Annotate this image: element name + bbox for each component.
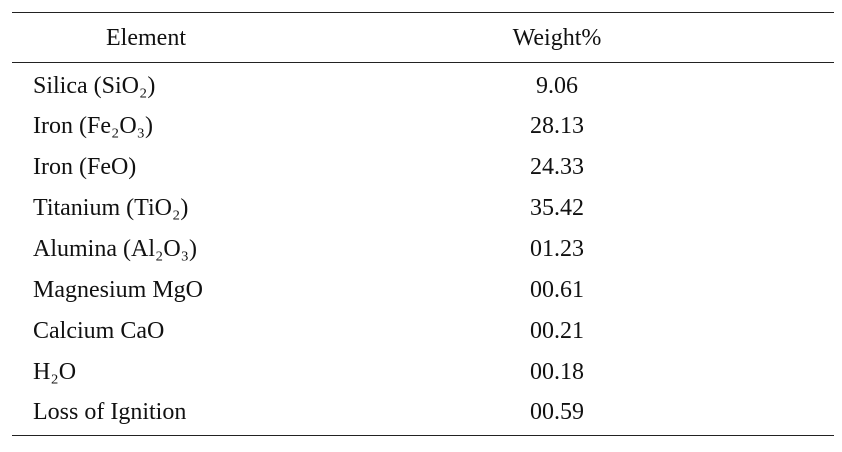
header-weight-percent: Weight% xyxy=(512,24,602,51)
weight-cell: 00.61 xyxy=(530,276,584,303)
composition-table-container: Element Weight% Silica (SiO₂) 9.06 Iron … xyxy=(12,12,834,436)
element-cell: Alumina (Al₂O₃) xyxy=(33,235,198,262)
element-cell: Iron (FeO) xyxy=(33,153,137,180)
table-row: Magnesium MgO 00.61 xyxy=(12,269,834,310)
table-row: Silica (SiO₂) 9.06 xyxy=(12,63,834,106)
weight-cell: 9.06 xyxy=(536,73,578,99)
table-row: Calcium CaO 00.21 xyxy=(12,310,834,351)
table-row: Alumina (Al₂O₃) 01.23 xyxy=(12,228,834,269)
weight-cell: 35.42 xyxy=(530,194,584,221)
weight-cell: 00.18 xyxy=(530,358,584,385)
table-row: Iron (FeO) 24.33 xyxy=(12,146,834,187)
header-element: Element xyxy=(106,24,186,51)
table-row: Loss of Ignition 00.59 xyxy=(12,392,834,436)
element-cell: Iron (Fe₂O₃) xyxy=(33,112,154,139)
element-cell: Loss of Ignition xyxy=(33,399,187,425)
table-row: Titanium (TiO₂) 35.42 xyxy=(12,187,834,228)
composition-table: Element Weight% Silica (SiO₂) 9.06 Iron … xyxy=(12,12,834,436)
element-cell: Magnesium MgO xyxy=(33,276,203,303)
element-cell: Titanium (TiO₂) xyxy=(33,194,189,221)
element-cell: H₂O xyxy=(33,358,77,385)
table-row: Iron (Fe₂O₃) 28.13 xyxy=(12,105,834,146)
weight-cell: 24.33 xyxy=(530,153,584,180)
element-cell: Silica (SiO₂) xyxy=(33,73,156,99)
table-header: Element Weight% xyxy=(12,12,834,63)
table-body: Silica (SiO₂) 9.06 Iron (Fe₂O₃) 28.13 Ir… xyxy=(12,63,834,436)
weight-cell: 00.21 xyxy=(530,317,584,344)
weight-cell: 01.23 xyxy=(530,235,584,262)
weight-cell: 00.59 xyxy=(530,399,584,425)
element-cell: Calcium CaO xyxy=(33,317,165,344)
table-row: H₂O 00.18 xyxy=(12,351,834,392)
weight-cell: 28.13 xyxy=(530,112,584,139)
header-row: Element Weight% xyxy=(12,12,834,63)
